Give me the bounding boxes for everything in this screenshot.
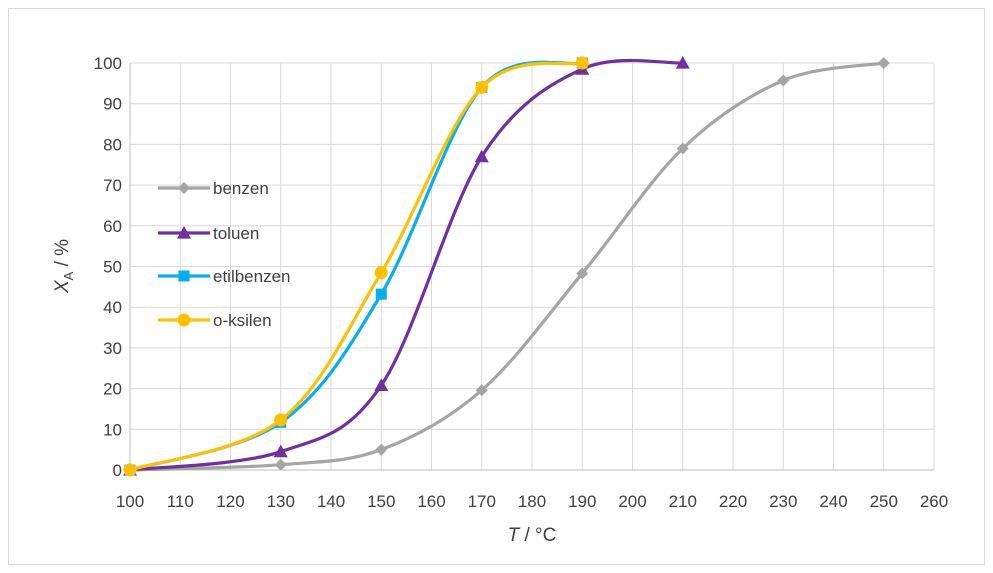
x-tick-label: 220 xyxy=(719,492,747,511)
data-point-o-ksilen xyxy=(274,413,288,427)
x-tick-label: 250 xyxy=(870,492,898,511)
x-axis-unit: / °C xyxy=(519,525,556,546)
data-point-benzen xyxy=(877,57,890,69)
axes xyxy=(129,63,934,471)
data-point-o-ksilen xyxy=(374,266,388,280)
data-point-benzen xyxy=(375,443,388,456)
legend-item-o-ksilen: o-ksilen xyxy=(158,311,272,330)
series-group xyxy=(123,56,890,477)
x-tick-label: 150 xyxy=(367,492,395,511)
y-tick-label: 60 xyxy=(103,217,122,236)
series-line-toluen xyxy=(128,58,685,472)
y-axis-variable: X xyxy=(52,279,73,294)
legend-label: etilbenzen xyxy=(213,267,291,286)
data-point-toluen xyxy=(273,444,288,458)
x-tick-label: 200 xyxy=(618,492,646,511)
x-axis-title: T / °C xyxy=(508,525,557,546)
y-tick-label: 40 xyxy=(103,298,122,317)
y-tick-label: 0 xyxy=(113,461,122,480)
y-tick-label: 70 xyxy=(103,176,122,195)
legend-marker xyxy=(177,313,191,327)
series-toluen xyxy=(123,56,690,476)
data-point-etilbenzen xyxy=(375,288,387,300)
y-tick-label: 30 xyxy=(103,339,122,358)
data-point-o-ksilen xyxy=(475,80,489,94)
x-tick-label: 180 xyxy=(518,492,546,511)
legend-marker xyxy=(178,270,190,282)
legend-label: benzen xyxy=(213,179,269,198)
legend-label: toluen xyxy=(213,224,259,243)
x-tick-label: 160 xyxy=(417,492,445,511)
legend: benzen toluen etilbenzen o-ksilen xyxy=(158,179,291,330)
x-axis-variable: T xyxy=(508,525,521,546)
x-tick-label: 140 xyxy=(317,492,345,511)
y-tick-label: 20 xyxy=(103,380,122,399)
y-axis-subscript: A xyxy=(61,271,76,280)
x-tick-label: 170 xyxy=(468,492,496,511)
y-tick-labels: 0 10 20 30 40 50 60 70 80 90 100 xyxy=(94,54,122,480)
legend-label: o-ksilen xyxy=(213,311,272,330)
chart-frame xyxy=(8,8,985,565)
legend-marker xyxy=(177,226,191,239)
grid-lines xyxy=(130,62,935,470)
x-tick-label: 100 xyxy=(116,492,144,511)
y-tick-label: 100 xyxy=(94,54,122,73)
x-tick-label: 260 xyxy=(920,492,948,511)
x-tick-label: 230 xyxy=(769,492,797,511)
data-point-benzen xyxy=(777,74,790,87)
x-tick-labels: 100 110 120 130 140 150 160 170 180 190 200 210 220 2… xyxy=(116,492,948,511)
x-tick-label: 190 xyxy=(568,492,596,511)
x-tick-label: 240 xyxy=(819,492,847,511)
x-tick-label: 120 xyxy=(216,492,244,511)
series-o-ksilen xyxy=(123,56,589,477)
data-point-benzen xyxy=(475,384,488,397)
x-tick-label: 210 xyxy=(669,492,697,511)
y-tick-label: 10 xyxy=(103,420,122,439)
legend-item-etilbenzen: etilbenzen xyxy=(158,267,291,286)
data-point-benzen xyxy=(676,142,689,155)
data-point-benzen xyxy=(274,458,287,471)
x-tick-label: 130 xyxy=(267,492,295,511)
legend-marker xyxy=(178,182,190,194)
data-point-toluen xyxy=(374,378,389,391)
x-tick-label: 110 xyxy=(167,492,194,511)
legend-item-benzen: benzen xyxy=(158,179,269,198)
y-tick-label: 90 xyxy=(103,95,122,114)
data-point-benzen xyxy=(576,267,589,280)
y-tick-label: 50 xyxy=(103,258,122,277)
data-point-o-ksilen xyxy=(123,463,137,477)
data-point-o-ksilen xyxy=(575,56,589,70)
y-axis-title: XA / % xyxy=(52,239,76,294)
y-tick-label: 80 xyxy=(103,135,122,154)
data-point-toluen xyxy=(474,149,489,163)
y-axis-unit: / % xyxy=(52,239,73,272)
data-point-toluen xyxy=(675,56,690,69)
legend-item-toluen: toluen xyxy=(158,224,259,243)
